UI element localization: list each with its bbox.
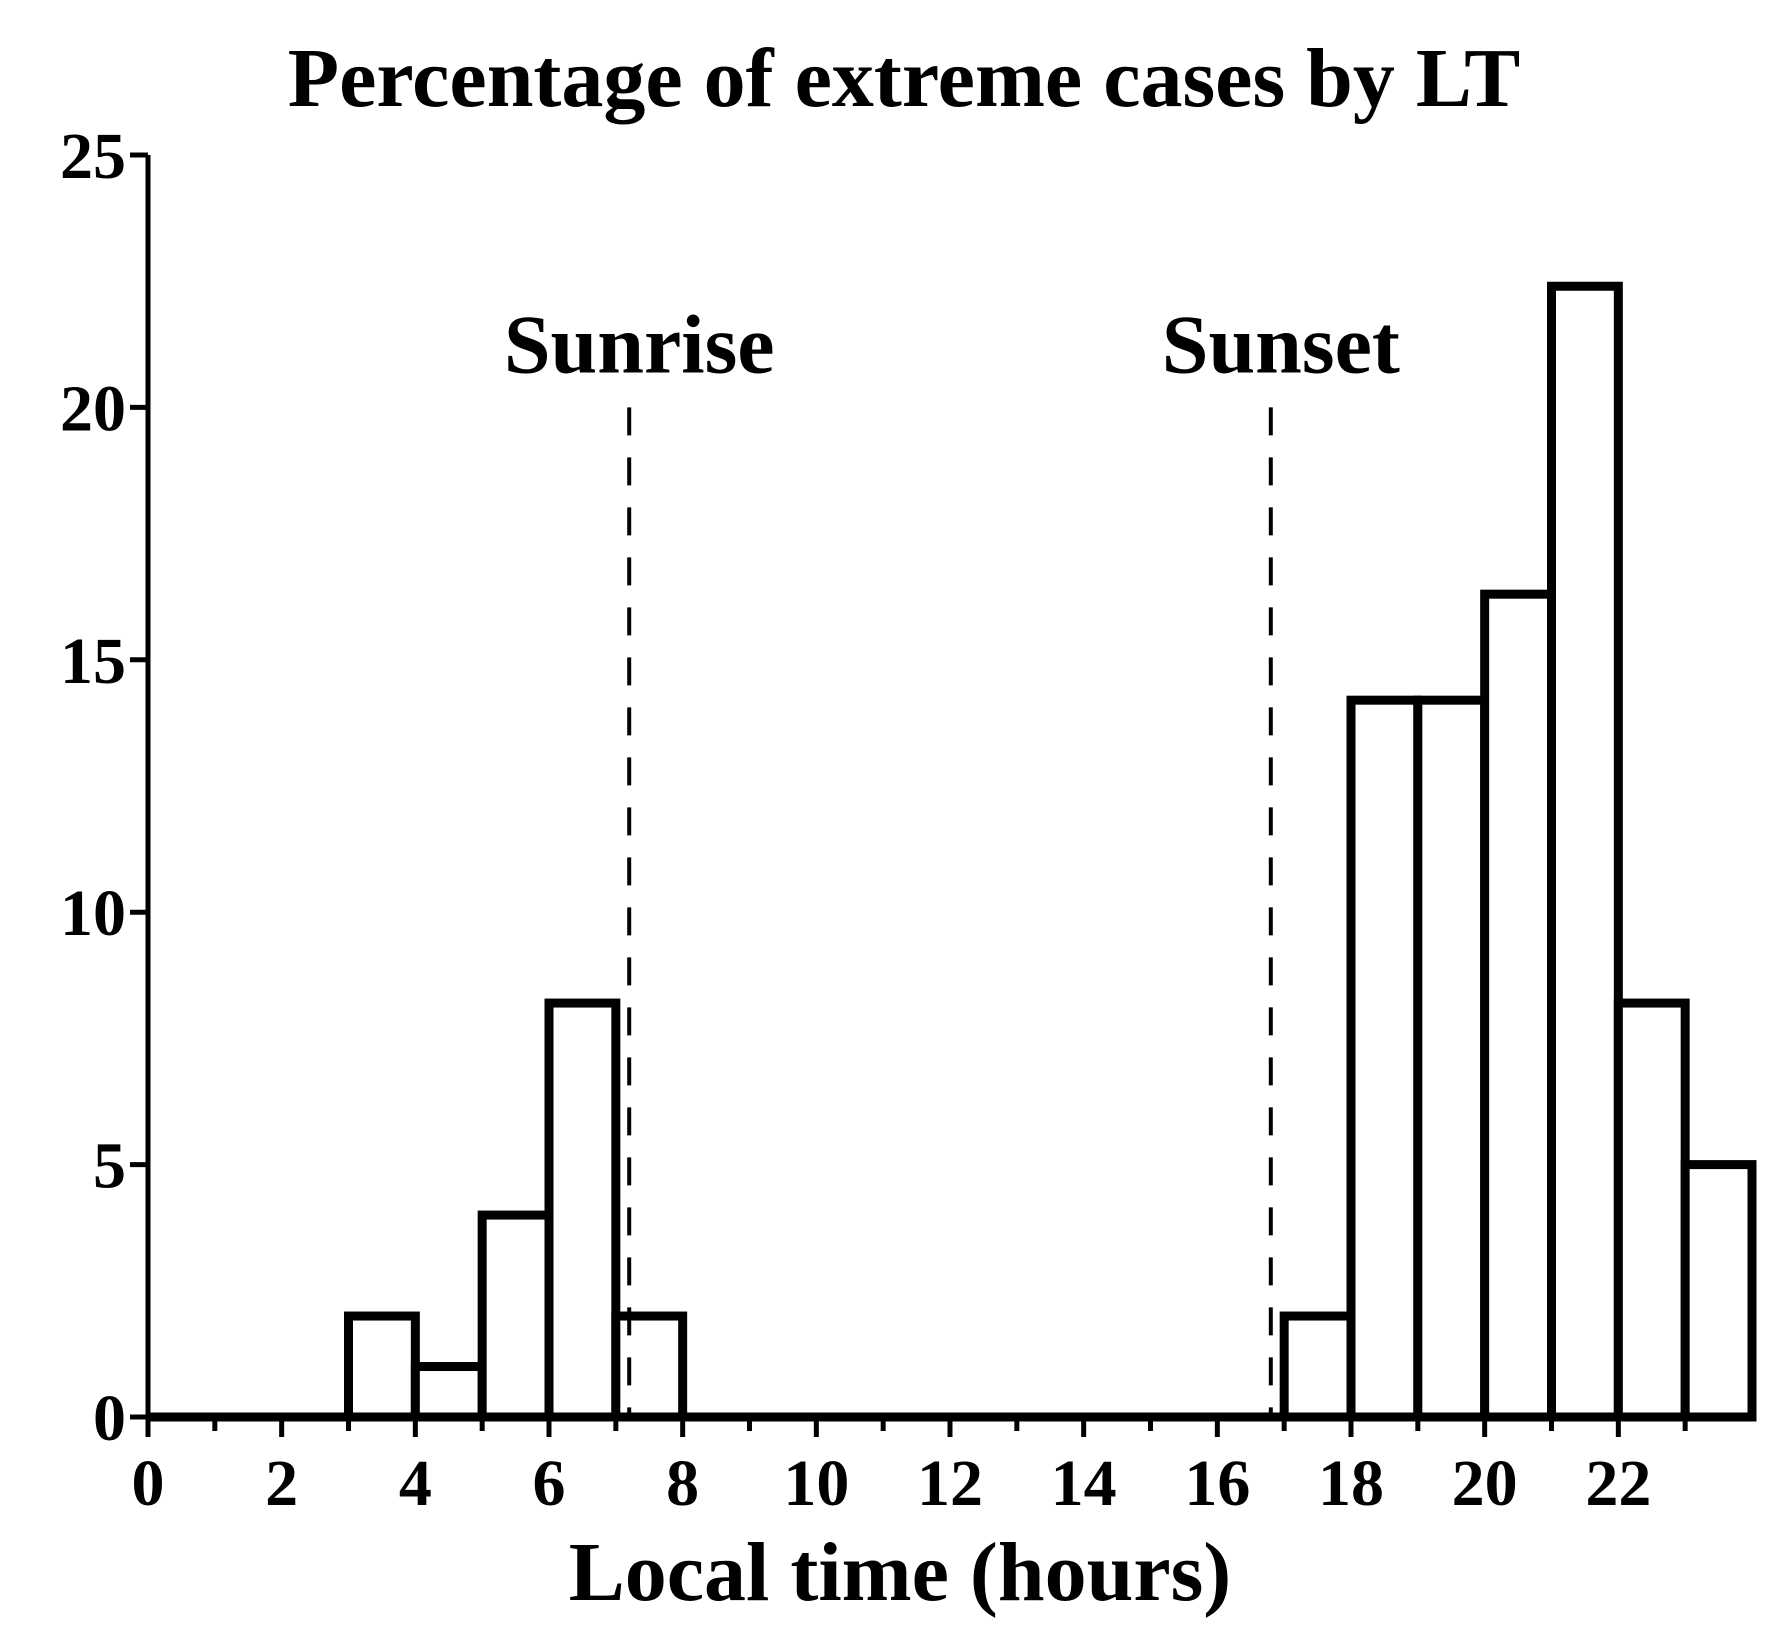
tick-layer: 0 5 10 15 20 25 0 2 4 6 8 10 12 14 16 18 20 22 xyxy=(60,120,1688,1520)
chart-title: Percentage of extreme cases by LT xyxy=(288,32,1520,125)
histogram-bar xyxy=(344,1311,420,1422)
axes-layer xyxy=(145,155,1752,1422)
x-tick-label: 18 xyxy=(1318,1447,1384,1520)
histogram-bar xyxy=(611,1311,688,1422)
x-tick-label: 4 xyxy=(399,1447,432,1520)
x-tick-label: 16 xyxy=(1184,1447,1250,1520)
y-tick-label: 10 xyxy=(60,877,126,950)
marker-layer: Sunrise Sunset xyxy=(504,298,1400,1417)
y-tick-label: 15 xyxy=(60,625,126,698)
histogram-bar xyxy=(1547,281,1623,1422)
histogram-bar xyxy=(544,998,621,1422)
x-tick-label: 10 xyxy=(783,1447,849,1520)
y-tick-label: 25 xyxy=(60,120,126,193)
x-tick-label: 22 xyxy=(1585,1447,1651,1520)
histogram-bar xyxy=(1413,695,1490,1422)
x-tick-label: 8 xyxy=(666,1447,699,1520)
y-tick-label: 0 xyxy=(93,1382,126,1455)
y-tick-label: 5 xyxy=(93,1130,126,1203)
histogram-bar xyxy=(410,1362,487,1422)
x-tick-label: 12 xyxy=(917,1447,983,1520)
histogram-bar xyxy=(1346,695,1423,1422)
x-tick-label: 0 xyxy=(132,1447,165,1520)
x-tick-label: 2 xyxy=(265,1447,298,1520)
histogram-bar xyxy=(1480,589,1556,1422)
sunrise-label: Sunrise xyxy=(504,298,775,391)
y-tick-label: 20 xyxy=(60,372,126,445)
x-axis-label: Local time (hours) xyxy=(569,1526,1232,1619)
x-tick-label: 14 xyxy=(1051,1447,1117,1520)
histogram-bar xyxy=(1279,1311,1356,1422)
histogram-bar xyxy=(1613,998,1690,1422)
histogram-bar xyxy=(1680,1160,1757,1422)
x-tick-label: 6 xyxy=(533,1447,566,1520)
histogram-bar xyxy=(477,1210,554,1422)
x-tick-label: 20 xyxy=(1452,1447,1518,1520)
bar-layer xyxy=(344,281,1757,1422)
sunset-label: Sunset xyxy=(1162,298,1400,391)
